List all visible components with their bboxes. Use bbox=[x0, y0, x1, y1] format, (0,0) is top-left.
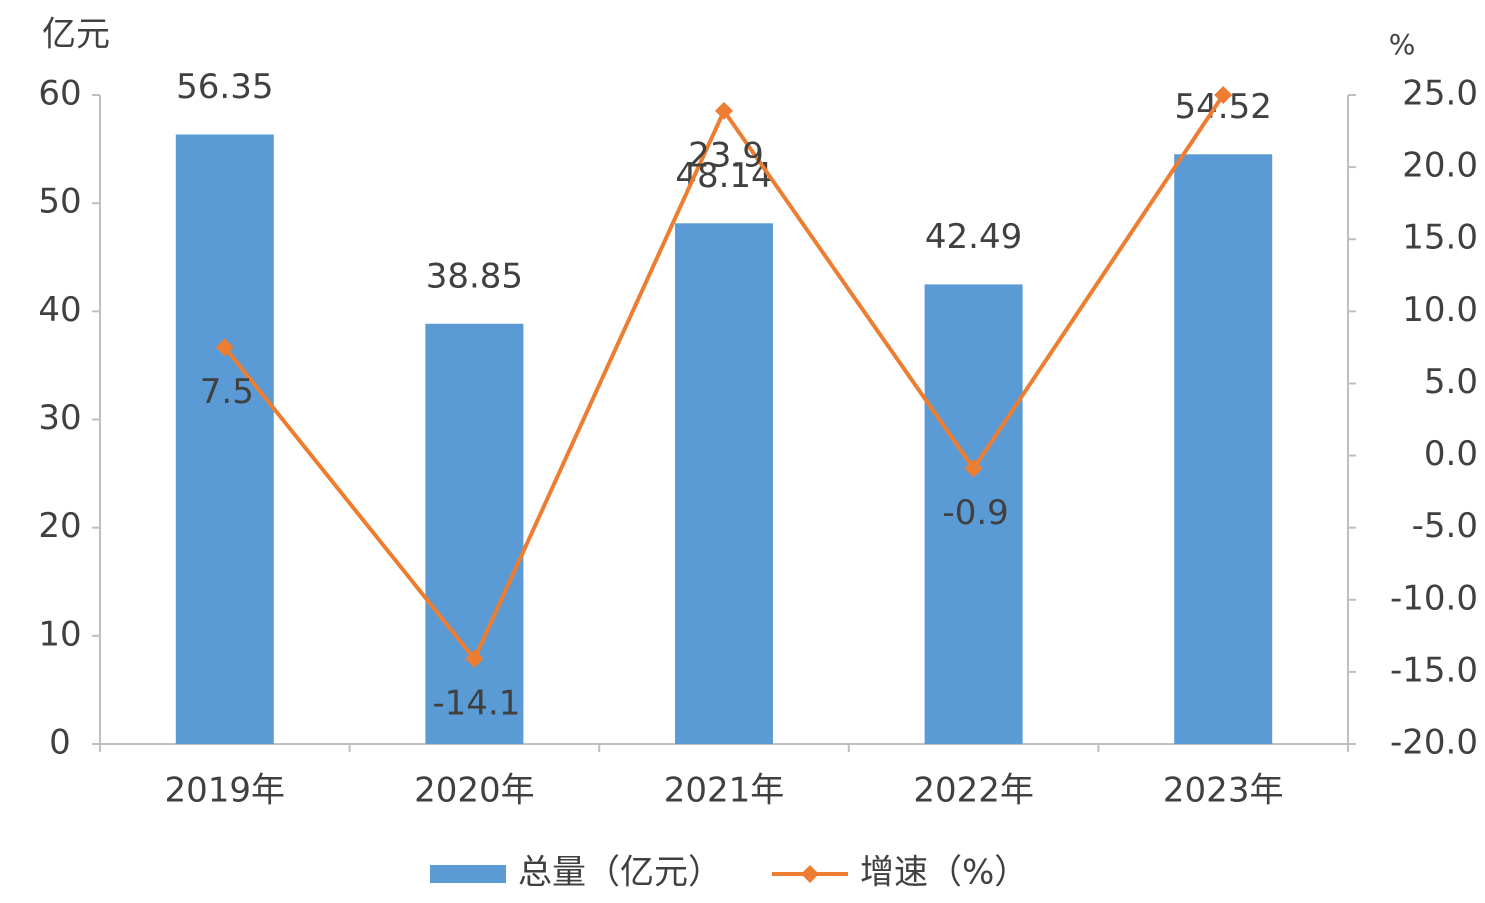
line-value-label: -14.1 bbox=[432, 683, 520, 723]
y2-tick-label: 20.0 bbox=[1402, 146, 1478, 186]
y-tick-label: 40 bbox=[38, 290, 81, 330]
bar-value-label: 48.14 bbox=[675, 156, 772, 196]
y-tick-label: 20 bbox=[38, 506, 81, 546]
y-tick-label: 10 bbox=[38, 614, 81, 654]
y2-tick-label: -5.0 bbox=[1412, 506, 1478, 546]
legend-swatch bbox=[430, 865, 506, 883]
bar bbox=[924, 284, 1023, 744]
x-tick-label: 2019年 bbox=[165, 771, 286, 811]
bar-value-label: 38.85 bbox=[426, 256, 523, 296]
legend-label: 增速（%） bbox=[860, 853, 1028, 893]
y2-tick-label: 0.0 bbox=[1424, 434, 1478, 474]
line-value-label: 7.5 bbox=[200, 372, 254, 412]
y2-tick-label: -10.0 bbox=[1390, 578, 1478, 618]
y-axis-unit: 亿元 bbox=[42, 15, 110, 55]
line-marker bbox=[465, 649, 484, 668]
line-marker bbox=[715, 101, 733, 120]
bar-value-label: 56.35 bbox=[176, 67, 273, 107]
bar bbox=[425, 323, 524, 744]
line-marker bbox=[1214, 86, 1233, 104]
x-tick-label: 2021年 bbox=[664, 771, 785, 811]
legend-label: 总量（亿元） bbox=[518, 853, 722, 893]
y-tick-label: 50 bbox=[38, 182, 81, 222]
legend-marker bbox=[801, 865, 819, 883]
line-value-label: -0.9 bbox=[942, 493, 1008, 533]
line-marker bbox=[215, 338, 234, 357]
bar bbox=[175, 134, 274, 744]
y-tick-label: 30 bbox=[38, 398, 81, 438]
bar bbox=[1174, 154, 1273, 744]
y2-tick-label: 5.0 bbox=[1424, 362, 1478, 402]
y-tick-label: 0 bbox=[49, 723, 71, 763]
y2-tick-label: 25.0 bbox=[1402, 74, 1478, 114]
bar-value-label: 42.49 bbox=[925, 217, 1022, 257]
x-tick-label: 2022年 bbox=[913, 771, 1034, 811]
x-tick-label: 2023年 bbox=[1163, 771, 1284, 811]
y2-tick-label: -20.0 bbox=[1390, 723, 1478, 763]
line-value-label: 23.9 bbox=[688, 135, 764, 175]
y2-tick-label: 15.0 bbox=[1402, 218, 1478, 258]
y2-tick-label: 10.0 bbox=[1402, 290, 1478, 330]
y2-axis-unit: % bbox=[1389, 28, 1416, 61]
y2-tick-label: -15.0 bbox=[1390, 650, 1478, 690]
y-tick-label: 60 bbox=[38, 74, 81, 114]
x-tick-label: 2020年 bbox=[414, 771, 535, 811]
bar bbox=[675, 223, 773, 745]
line-marker bbox=[964, 459, 983, 478]
